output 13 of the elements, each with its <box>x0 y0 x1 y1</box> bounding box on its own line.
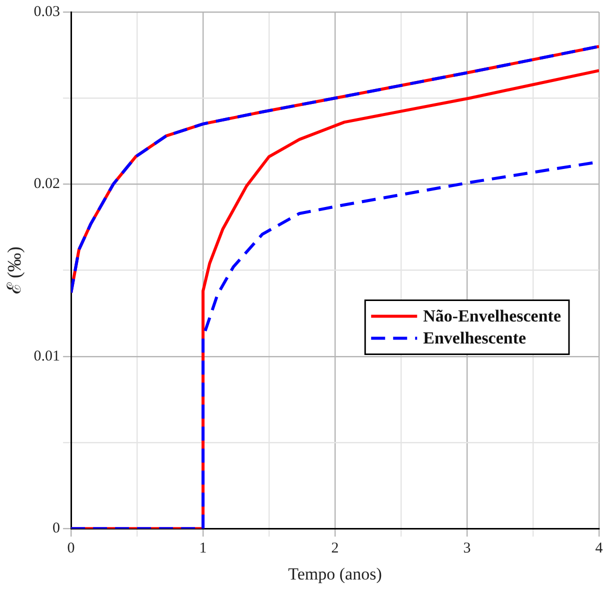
x-tick-label: 2 <box>331 540 339 557</box>
legend-label: Envelhescente <box>423 328 527 348</box>
x-tick-label: 0 <box>67 540 75 557</box>
legend-label: Não-Envelhescente <box>423 306 562 326</box>
y-tick-label: 0 <box>52 520 60 537</box>
x-tick-label: 3 <box>463 540 471 557</box>
x-axis-title: Tempo (anos) <box>288 564 382 584</box>
y-tick-label: 0.01 <box>34 348 60 364</box>
y-tick-label: 0.03 <box>34 4 60 20</box>
y-tick-label: 0.02 <box>34 176 60 192</box>
x-tick-label: 4 <box>595 540 604 557</box>
y-axis-title: ℰ (‰) <box>4 246 26 294</box>
x-tick-label: 1 <box>199 540 207 557</box>
